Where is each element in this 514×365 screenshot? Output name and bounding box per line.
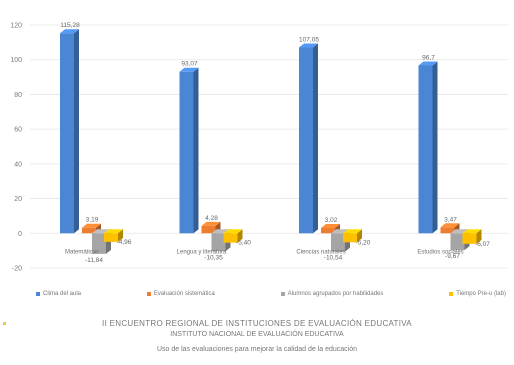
- legend-label: Alumnos agrupados por habilidades: [287, 291, 384, 297]
- y-tick-label: 80: [14, 92, 22, 99]
- data-label: 93,07: [181, 61, 198, 68]
- bar: [418, 61, 438, 234]
- bar: [343, 229, 362, 243]
- legend-swatch-blue: [36, 292, 40, 296]
- data-label: 96,7: [422, 54, 435, 61]
- y-tick-label: 120: [10, 23, 22, 30]
- caption-event-title: II ENCUENTRO REGIONAL DE INSTITUCIONES D…: [102, 319, 412, 328]
- data-label: 3,02: [325, 217, 338, 224]
- bar: [179, 67, 199, 234]
- legend: Clima del aula Evaluación sistemática Al…: [36, 291, 506, 297]
- legend-swatch-yellow: [449, 292, 454, 296]
- legend-label: Clima del aula: [43, 291, 82, 297]
- legend-item-series-3: Alumnos agrupados por habilidades: [280, 291, 384, 297]
- y-tick-label: 100: [10, 57, 22, 64]
- caption-institute: INSTITUTO NACIONAL DE EVALUACIÓN EDUCATI…: [170, 331, 344, 338]
- data-label: 107,05: [299, 36, 319, 43]
- legend-item-series-2: Evaluación sistemática: [146, 291, 215, 297]
- data-label: -9,67: [445, 253, 460, 260]
- data-label: -10,35: [204, 254, 223, 261]
- bar: [104, 229, 123, 242]
- legend-label: Evaluación sistemática: [153, 291, 215, 297]
- y-tick-label: 60: [14, 127, 22, 134]
- bar: [299, 43, 318, 234]
- decorative-mark: [3, 322, 6, 325]
- caption-subtitle: Uso de las evaluaciones para mejorar la …: [156, 346, 357, 353]
- data-label: -5,20: [356, 239, 371, 246]
- data-label: 4,28: [205, 215, 218, 222]
- category-label: Ciencias naturales: [296, 249, 345, 255]
- data-label: -11,84: [85, 257, 103, 264]
- legend-swatch-gray: [280, 292, 285, 296]
- y-tick-label: 40: [14, 161, 22, 168]
- bar-chart: -20 0 20 40 60 80 100 120 Estudios sociales Cien…: [10, 22, 508, 273]
- data-labels: 115,28 3,19 -11,84 -4,96 93,07 4,28 -10,35 -5,4…: [60, 22, 490, 264]
- data-label: -5,40: [236, 240, 251, 247]
- data-label: 3,47: [444, 216, 457, 223]
- legend-item-series-1: Clima del aula: [36, 291, 81, 297]
- bars: [60, 29, 482, 254]
- bar: [223, 229, 243, 243]
- data-label: 115,28: [60, 22, 80, 29]
- bar: [462, 229, 482, 244]
- legend-label: Tiempo Pre-u (lab): [456, 291, 506, 297]
- bar: [60, 29, 79, 234]
- category-labels: Estudios sociales Ciencias naturales Lengu…: [65, 249, 464, 255]
- y-tick-label: 20: [14, 196, 22, 203]
- category-label: Matemáticas: [65, 249, 99, 255]
- data-label: -4,96: [117, 239, 132, 246]
- category-label: Lengua y literatura: [177, 249, 227, 255]
- y-axis: -20 0 20 40 60 80 100 120: [10, 23, 22, 273]
- data-label: 3,19: [86, 217, 99, 224]
- legend-swatch-orange: [146, 292, 151, 296]
- category-label: Estudios sociales: [417, 249, 463, 255]
- y-tick-label: -20: [12, 266, 22, 273]
- data-label: -10,54: [324, 255, 343, 262]
- y-tick-label: 0: [18, 231, 22, 238]
- data-label: -6,07: [475, 241, 490, 248]
- legend-item-series-4: Tiempo Pre-u (lab): [449, 291, 506, 297]
